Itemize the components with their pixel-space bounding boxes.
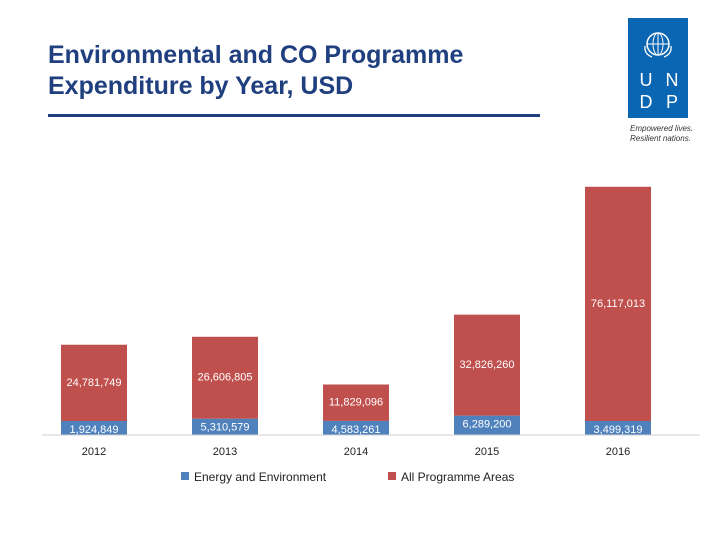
bar-energy-2014 bbox=[323, 420, 389, 435]
x-tick-2013: 2013 bbox=[213, 446, 237, 458]
title-underline bbox=[48, 114, 540, 117]
bar-energy-2015 bbox=[454, 415, 520, 435]
logo-letter-p: P bbox=[665, 92, 678, 112]
x-tick-2014: 2014 bbox=[344, 446, 368, 458]
tagline-line-2: Resilient nations. bbox=[630, 134, 691, 143]
bar-energy-2012 bbox=[61, 421, 127, 435]
label-energy-2015: 6,289,200 bbox=[463, 419, 512, 431]
title-line-1: Environmental and CO Programme bbox=[48, 41, 464, 69]
logo-tagline: Empowered lives. Resilient nations. bbox=[630, 124, 710, 144]
legend-swatch-0 bbox=[181, 472, 189, 480]
legend-swatch-1 bbox=[388, 472, 396, 480]
label-programme-2013: 26,606,805 bbox=[197, 372, 252, 384]
legend-label-1: All Programme Areas bbox=[401, 470, 514, 484]
tagline-line-1: Empowered lives. bbox=[630, 124, 694, 133]
label-energy-2014: 4,583,261 bbox=[332, 424, 381, 436]
slide-title: Environmental and CO Programme Expenditu… bbox=[48, 40, 568, 102]
bar-programme-2014 bbox=[323, 384, 389, 421]
bar-energy-2013 bbox=[192, 418, 258, 435]
logo-letter-d: D bbox=[639, 92, 653, 112]
un-emblem-icon bbox=[644, 32, 672, 58]
x-tick-2015: 2015 bbox=[475, 446, 499, 458]
label-programme-2015: 32,826,260 bbox=[459, 359, 514, 371]
label-programme-2014: 11,829,096 bbox=[329, 397, 383, 409]
x-tick-2016: 2016 bbox=[606, 446, 630, 458]
label-programme-2016: 76,117,013 bbox=[591, 298, 645, 310]
bar-programme-2016 bbox=[585, 186, 651, 421]
label-energy-2016: 3,499,319 bbox=[594, 424, 643, 436]
title-line-2: Expenditure by Year, USD bbox=[48, 72, 354, 100]
bar-programme-2015 bbox=[454, 314, 520, 416]
label-energy-2013: 5,310,579 bbox=[201, 422, 250, 434]
label-energy-2012: 1,924,849 bbox=[70, 424, 119, 436]
legend-label-0: Energy and Environment bbox=[194, 470, 327, 484]
bar-programme-2013 bbox=[192, 336, 258, 419]
logo-letter-u: U bbox=[639, 70, 653, 90]
label-programme-2012: 24,781,749 bbox=[66, 377, 121, 389]
undp-logo: U N D P bbox=[628, 18, 688, 118]
bar-programme-2012 bbox=[61, 344, 127, 421]
x-tick-2012: 2012 bbox=[82, 446, 106, 458]
logo-letter-n: N bbox=[665, 70, 679, 90]
bar-energy-2016 bbox=[585, 421, 651, 435]
